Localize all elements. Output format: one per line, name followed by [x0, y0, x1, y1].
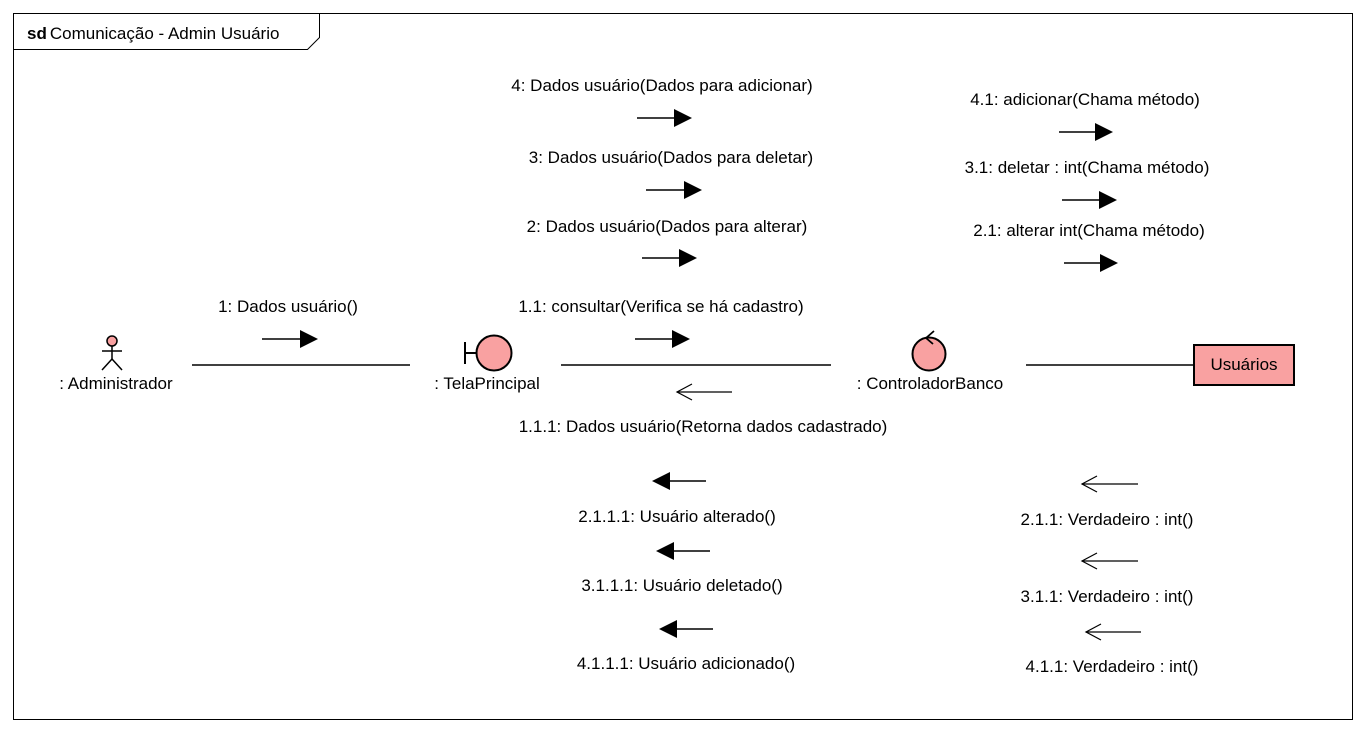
message-3-1-label: 3.1: deletar : int(Chama método) [965, 158, 1210, 177]
message-4-1-arrow [1059, 123, 1113, 141]
control-controlador-banco-label: : ControladorBanco [857, 374, 1003, 393]
message-4-1-1-label: 4.1.1: Verdadeiro : int() [1026, 657, 1199, 676]
message-3-1-1-1-label: 3.1.1.1: Usuário deletado() [581, 576, 782, 595]
message-3-1-1-1-arrow [656, 542, 710, 560]
message-4-1-label: 4.1: adicionar(Chama método) [970, 90, 1200, 109]
boundary-icon [464, 334, 513, 372]
message-3-1-1-label: 3.1.1: Verdadeiro : int() [1021, 587, 1194, 606]
message-1-1-1-arrow [675, 383, 732, 401]
actor-administrador[interactable]: : Administrador [59, 335, 173, 393]
message-1-arrow [262, 330, 318, 348]
message-4-1-1-1-label: 4.1.1.1: Usuário adicionado() [577, 654, 795, 673]
message-2-arrow [642, 249, 697, 267]
frame-name: Comunicação - Admin Usuário [50, 24, 280, 43]
control-icon [911, 330, 947, 372]
message-1-1-1-label: 1.1.1: Dados usuário(Retorna dados cadas… [519, 417, 888, 436]
message-3-label: 3: Dados usuário(Dados para deletar) [529, 148, 813, 167]
message-3-1-arrow [1062, 191, 1117, 209]
message-4-arrow [637, 109, 692, 127]
message-2-1-1-1-label: 2.1.1.1: Usuário alterado() [578, 507, 776, 526]
diagram-frame [13, 13, 1353, 720]
frame-keyword: sd [27, 24, 47, 43]
message-4-label: 4: Dados usuário(Dados para adicionar) [511, 76, 812, 95]
message-4-1-1-arrow [1084, 623, 1141, 641]
control-controlador-banco[interactable]: : ControladorBanco [857, 330, 1003, 393]
message-2-1-1-label: 2.1.1: Verdadeiro : int() [1021, 510, 1194, 529]
message-2-1-label: 2.1: alterar int(Chama método) [973, 221, 1205, 240]
entity-usuarios[interactable]: Usuários [1193, 344, 1295, 386]
entity-usuarios-label: Usuários [1210, 355, 1277, 374]
message-1-1-label: 1.1: consultar(Verifica se há cadastro) [518, 297, 803, 316]
message-3-arrow [646, 181, 702, 199]
message-2-label: 2: Dados usuário(Dados para alterar) [527, 217, 808, 236]
actor-icon [101, 335, 123, 371]
boundary-tela-principal-label: : TelaPrincipal [434, 374, 540, 393]
frame-name-tab [13, 13, 320, 50]
message-2-1-1-1-arrow [652, 472, 706, 490]
actor-administrador-label: : Administrador [59, 374, 173, 393]
message-2-1-1-arrow [1080, 475, 1138, 493]
message-2-1-arrow [1064, 254, 1118, 272]
message-4-1-1-1-arrow [659, 620, 713, 638]
message-3-1-1-arrow [1080, 552, 1138, 570]
boundary-tela-principal[interactable]: : TelaPrincipal [434, 334, 540, 394]
frame-title: sd Comunicação - Admin Usuário [27, 24, 279, 43]
message-1-1-arrow [635, 330, 690, 348]
message-1-label: 1: Dados usuário() [218, 297, 358, 316]
